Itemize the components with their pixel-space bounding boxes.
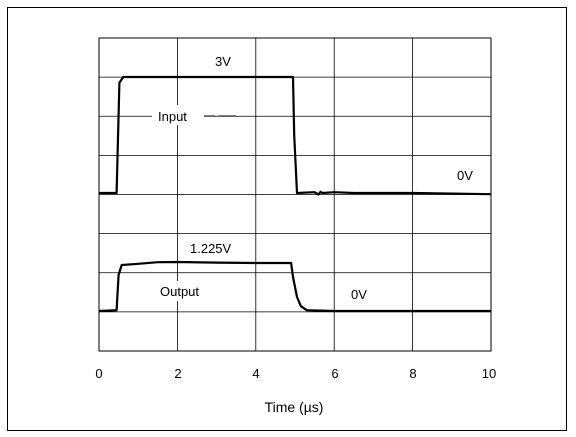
plot-grid [98, 37, 492, 352]
x-tick-label: 0 [95, 366, 102, 381]
input-series-label: Input [158, 109, 187, 124]
output-trace-line [98, 260, 491, 313]
figure-frame [7, 7, 567, 431]
output-label-mask [156, 281, 218, 301]
x-tick-label: 6 [331, 366, 338, 381]
x-tick-label: 2 [174, 366, 181, 381]
output-baseline-label: 0V [351, 287, 367, 302]
input-trace-line [99, 75, 492, 196]
x-tick-label: 10 [482, 366, 496, 381]
output-series-label: Output [160, 284, 199, 299]
x-tick-labels: 0 2 4 6 8 10 [95, 366, 496, 381]
x-tick-label: 4 [252, 366, 259, 381]
x-tick-label: 8 [409, 366, 416, 381]
input-level-label: 3V [215, 54, 231, 69]
input-baseline-label: 0V [457, 168, 473, 183]
output-level-label: 1.225V [190, 241, 232, 256]
traces [98, 75, 492, 313]
x-axis-title: Time (µs) [265, 399, 324, 415]
input-label-mask [152, 105, 204, 125]
